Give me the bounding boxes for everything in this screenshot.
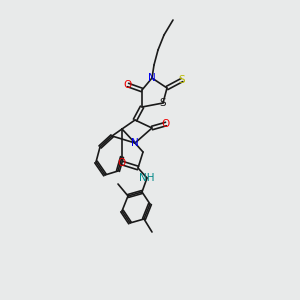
Text: O: O (162, 119, 170, 129)
Text: O: O (118, 158, 126, 168)
Text: NH: NH (139, 173, 155, 183)
Text: S: S (160, 98, 166, 108)
Text: N: N (148, 73, 156, 83)
Text: S: S (179, 75, 185, 85)
Text: O: O (124, 80, 132, 90)
Text: N: N (131, 138, 139, 148)
